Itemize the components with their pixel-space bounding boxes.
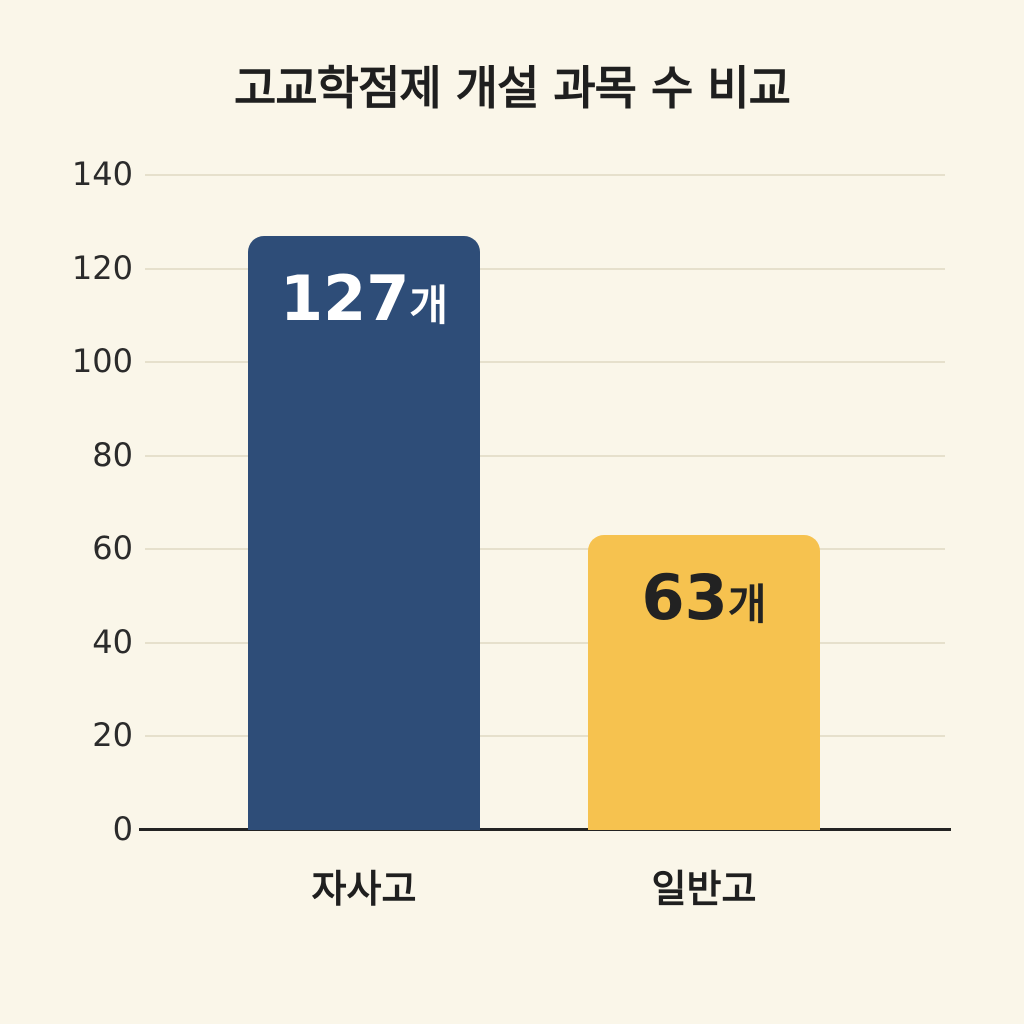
bar-value-unit: 개 [727,580,767,630]
bar-value-unit: 개 [409,280,449,330]
y-tick-label: 40 [92,622,133,661]
y-tick-label: 20 [92,716,133,755]
chart-title: 고교학점제 개설 과목 수 비교 [234,61,791,115]
gridline [145,361,945,364]
bar-value-label: 127개 [248,262,480,335]
y-tick-label: 0 [112,810,133,848]
bar-value-label: 63개 [588,561,820,634]
y-tick-label: 60 [92,529,133,568]
gridline [145,735,945,738]
y-tick-label: 80 [92,435,133,474]
gridline [145,267,945,270]
y-tick-label: 100 [71,342,133,381]
gridline [145,641,945,644]
bar-value-number: 63 [641,561,728,635]
plot-area: 127개 63개 [139,174,951,831]
bar-value-number: 127 [279,261,410,335]
x-axis-line [139,828,951,831]
gridline [145,454,945,457]
y-tick-label: 140 [71,155,133,193]
y-tick-label: 120 [71,248,133,287]
x-category-label-자사고: 자사고 [311,867,417,911]
x-category-label-일반고: 일반고 [651,867,757,911]
gridline [145,548,945,551]
bar-자사고: 127개 [248,235,480,830]
bar-일반고: 63개 [588,535,820,830]
gridline [145,174,945,176]
